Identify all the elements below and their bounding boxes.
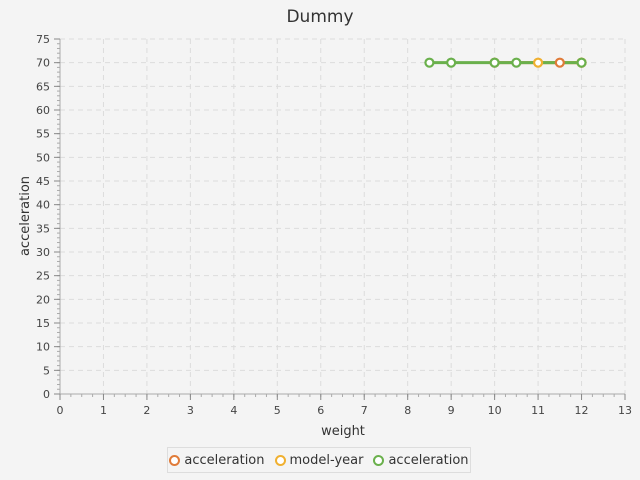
legend: acceleration model-year acceleration <box>167 447 471 473</box>
y-tick-label: 20 <box>36 293 50 306</box>
legend-item-1: model-year <box>274 452 364 468</box>
y-tick-label: 45 <box>36 175 50 188</box>
y-axis-label: acceleration <box>18 176 33 256</box>
x-tick-label: 9 <box>448 404 455 417</box>
x-tick-label: 1 <box>100 404 107 417</box>
legend-swatch <box>373 454 385 466</box>
data-point <box>446 57 457 68</box>
x-tick-label: 8 <box>404 404 411 417</box>
x-tick-label: 4 <box>230 404 237 417</box>
y-tick-label: 50 <box>36 151 50 164</box>
data-point <box>576 57 587 68</box>
x-tick-label: 12 <box>575 404 589 417</box>
data-point <box>489 57 500 68</box>
y-tick-label: 70 <box>36 57 50 70</box>
y-tick-label: 75 <box>36 33 50 46</box>
x-tick-label: 13 <box>618 404 632 417</box>
y-tick-label: 30 <box>36 246 50 259</box>
x-tick-label: 2 <box>143 404 150 417</box>
y-tick-label: 0 <box>43 388 50 401</box>
y-tick-label: 5 <box>43 364 50 377</box>
legend-label: acceleration <box>184 452 265 468</box>
chart-title: Dummy <box>286 7 354 27</box>
x-tick-label: 11 <box>531 404 545 417</box>
y-tick-label: 55 <box>36 128 50 141</box>
data-point <box>532 57 544 68</box>
legend-item-2: acceleration <box>373 452 469 468</box>
legend-label: acceleration <box>388 452 469 468</box>
x-tick-label: 0 <box>57 404 64 417</box>
legend-label: model-year <box>289 452 364 468</box>
data-point <box>554 57 565 68</box>
y-tick-label: 10 <box>36 341 50 354</box>
y-tick-label: 65 <box>36 80 50 93</box>
y-tick-label: 35 <box>36 222 50 235</box>
x-tick-label: 6 <box>317 404 324 417</box>
legend-swatch <box>274 454 286 466</box>
x-tick-label: 5 <box>274 404 281 417</box>
axes: 0 1 2 3 4 5 6 7 8 9 10 11 12 130510152025303540455055… <box>36 33 632 417</box>
x-tick-label: 7 <box>361 404 368 417</box>
legend-item-0: acceleration <box>169 452 265 468</box>
series-layer <box>424 57 587 68</box>
grid-lines <box>60 38 626 394</box>
x-tick-label: 3 <box>187 404 194 417</box>
data-point <box>424 57 435 68</box>
y-tick-label: 15 <box>36 317 50 330</box>
y-tick-label: 40 <box>36 199 50 212</box>
legend-swatch <box>169 454 181 466</box>
y-tick-label: 60 <box>36 104 50 117</box>
x-tick-label: 10 <box>488 404 502 417</box>
data-point <box>511 57 522 68</box>
x-axis-label: weight <box>321 424 365 439</box>
y-tick-label: 25 <box>36 270 50 283</box>
